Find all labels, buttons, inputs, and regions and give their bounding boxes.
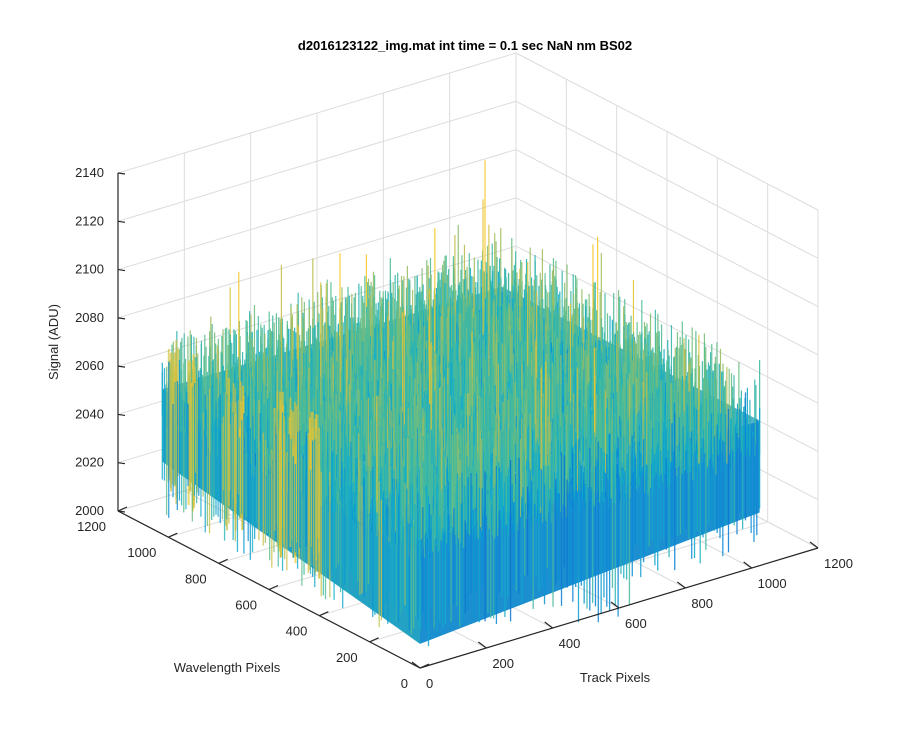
wall-gridline-z2 bbox=[515, 52, 819, 211]
wall-gridline-z2 bbox=[515, 197, 819, 356]
wall-gridline-z bbox=[117, 149, 517, 271]
wall-gridline-z bbox=[117, 100, 517, 222]
surface bbox=[161, 160, 761, 647]
wall-gridline-z bbox=[117, 52, 517, 174]
wall-gridline-z bbox=[117, 197, 517, 319]
wall-gridline-z2 bbox=[515, 100, 819, 259]
wall-gridline-z2 bbox=[515, 245, 819, 404]
chart-title: d2016123122_img.mat int time = 0.1 sec N… bbox=[298, 38, 632, 53]
wall-gridline-z2 bbox=[515, 149, 819, 308]
